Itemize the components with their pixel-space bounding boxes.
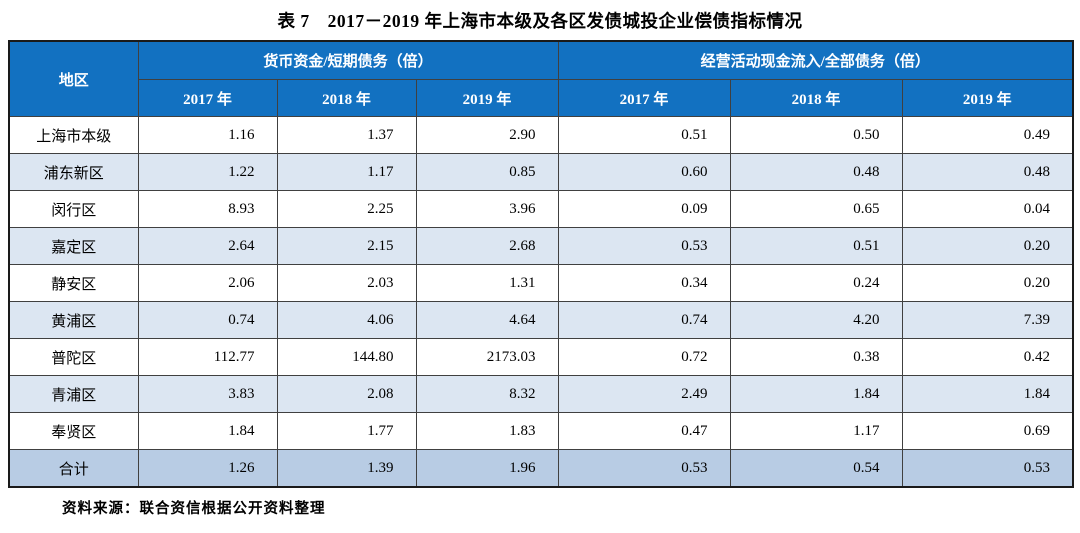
value-cell: 2.06 [137,264,278,302]
value-cell: 8.32 [415,375,559,413]
value-cell: 0.48 [729,153,903,191]
value-cell: 0.09 [557,190,731,228]
value-cell: 0.60 [557,153,731,191]
header-group-row: 地区 货币资金/短期债务（倍） 经营活动现金流入/全部债务（倍） [8,40,1074,117]
value-cell: 0.38 [729,338,903,376]
region-column-header: 地区 [8,40,139,117]
value-cell: 7.39 [901,301,1074,339]
value-cell: 0.65 [729,190,903,228]
table-row: 静安区 2.06 2.03 1.31 0.34 0.24 0.20 [8,264,1074,302]
region-cell: 合计 [8,449,139,488]
value-cell: 2.08 [276,375,417,413]
value-cell: 0.51 [729,227,903,265]
value-cell: 1.83 [415,412,559,450]
table-row: 上海市本级 1.16 1.37 2.90 0.51 0.50 0.49 [8,116,1074,154]
value-cell: 0.85 [415,153,559,191]
value-cell: 3.83 [137,375,278,413]
table-row: 奉贤区 1.84 1.77 1.83 0.47 1.17 0.69 [8,412,1074,450]
region-cell: 奉贤区 [8,412,139,450]
table-row: 浦东新区 1.22 1.17 0.85 0.60 0.48 0.48 [8,153,1074,191]
year-header: 2018 年 [276,79,417,117]
value-cell: 0.69 [901,412,1074,450]
region-cell: 静安区 [8,264,139,302]
value-cell: 0.74 [557,301,731,339]
value-cell: 3.96 [415,190,559,228]
header-years-row: 2017 年 2018 年 2019 年 2017 年 2018 年 2019 … [9,79,1074,117]
table-row: 青浦区 3.83 2.08 8.32 2.49 1.84 1.84 [8,375,1074,413]
value-cell: 0.53 [901,449,1074,488]
region-cell: 上海市本级 [8,116,139,154]
table-row: 嘉定区 2.64 2.15 2.68 0.53 0.51 0.20 [8,227,1074,265]
value-cell: 4.20 [729,301,903,339]
table-row: 闵行区 8.93 2.25 3.96 0.09 0.65 0.04 [8,190,1074,228]
table-row-total: 合计 1.26 1.39 1.96 0.53 0.54 0.53 [8,449,1074,488]
value-cell: 1.77 [276,412,417,450]
value-cell: 0.54 [729,449,903,488]
value-cell: 0.74 [137,301,278,339]
value-cell: 0.53 [557,227,731,265]
region-cell: 嘉定区 [8,227,139,265]
value-cell: 1.16 [137,116,278,154]
value-cell: 2.25 [276,190,417,228]
value-cell: 0.42 [901,338,1074,376]
region-cell: 闵行区 [8,190,139,228]
value-cell: 2.68 [415,227,559,265]
value-cell: 1.22 [137,153,278,191]
value-cell: 2.49 [557,375,731,413]
region-cell: 青浦区 [8,375,139,413]
value-cell: 2.90 [415,116,559,154]
region-cell: 普陀区 [8,338,139,376]
value-cell: 1.37 [276,116,417,154]
value-cell: 0.51 [557,116,731,154]
value-cell: 0.48 [901,153,1074,191]
value-cell: 2.15 [276,227,417,265]
value-cell: 0.72 [557,338,731,376]
value-cell: 0.49 [901,116,1074,154]
value-cell: 2.64 [137,227,278,265]
table-title: 表 7 2017－2019 年上海市本级及各区发债城投企业偿债指标情况 [277,11,803,31]
group-header-cash-to-short-debt: 货币资金/短期债务（倍） [137,40,559,80]
value-cell: 0.20 [901,227,1074,265]
table-body: 上海市本级 1.16 1.37 2.90 0.51 0.50 0.49 浦东新区 1.22 1.1… [8,116,1074,488]
value-cell: 1.26 [137,449,278,488]
year-header: 2019 年 [901,79,1074,117]
value-cell: 1.39 [276,449,417,488]
value-cell: 2.03 [276,264,417,302]
value-cell: 1.84 [729,375,903,413]
region-cell: 黄浦区 [8,301,139,339]
value-cell: 0.34 [557,264,731,302]
source-note: 资料来源：联合资信根据公开资料整理 [62,501,326,517]
value-cell: 1.96 [415,449,559,488]
debt-indicators-table: 地区 货币资金/短期债务（倍） 经营活动现金流入/全部债务（倍） 2017 年 … [8,40,1075,488]
value-cell: 4.64 [415,301,559,339]
value-cell: 1.84 [901,375,1074,413]
table-row: 黄浦区 0.74 4.06 4.64 0.74 4.20 7.39 [8,301,1074,339]
year-header: 2017 年 [137,79,278,117]
value-cell: 8.93 [137,190,278,228]
value-cell: 2173.03 [415,338,559,376]
year-header: 2018 年 [729,79,903,117]
value-cell: 0.04 [901,190,1074,228]
value-cell: 112.77 [137,338,278,376]
group-header-cashflow-to-total-debt: 经营活动现金流入/全部债务（倍） [557,40,1074,80]
value-cell: 1.84 [137,412,278,450]
region-cell: 浦东新区 [8,153,139,191]
value-cell: 0.24 [729,264,903,302]
value-cell: 4.06 [276,301,417,339]
value-cell: 144.80 [276,338,417,376]
year-header: 2019 年 [415,79,559,117]
table-header: 地区 货币资金/短期债务（倍） 经营活动现金流入/全部债务（倍） 2017 年 … [8,40,1074,117]
value-cell: 0.53 [557,449,731,488]
value-cell: 0.20 [901,264,1074,302]
value-cell: 1.31 [415,264,559,302]
year-header: 2017 年 [557,79,731,117]
table-row: 普陀区 112.77 144.80 2173.03 0.72 0.38 0.42 [8,338,1074,376]
value-cell: 1.17 [729,412,903,450]
value-cell: 1.17 [276,153,417,191]
value-cell: 0.50 [729,116,903,154]
value-cell: 0.47 [557,412,731,450]
